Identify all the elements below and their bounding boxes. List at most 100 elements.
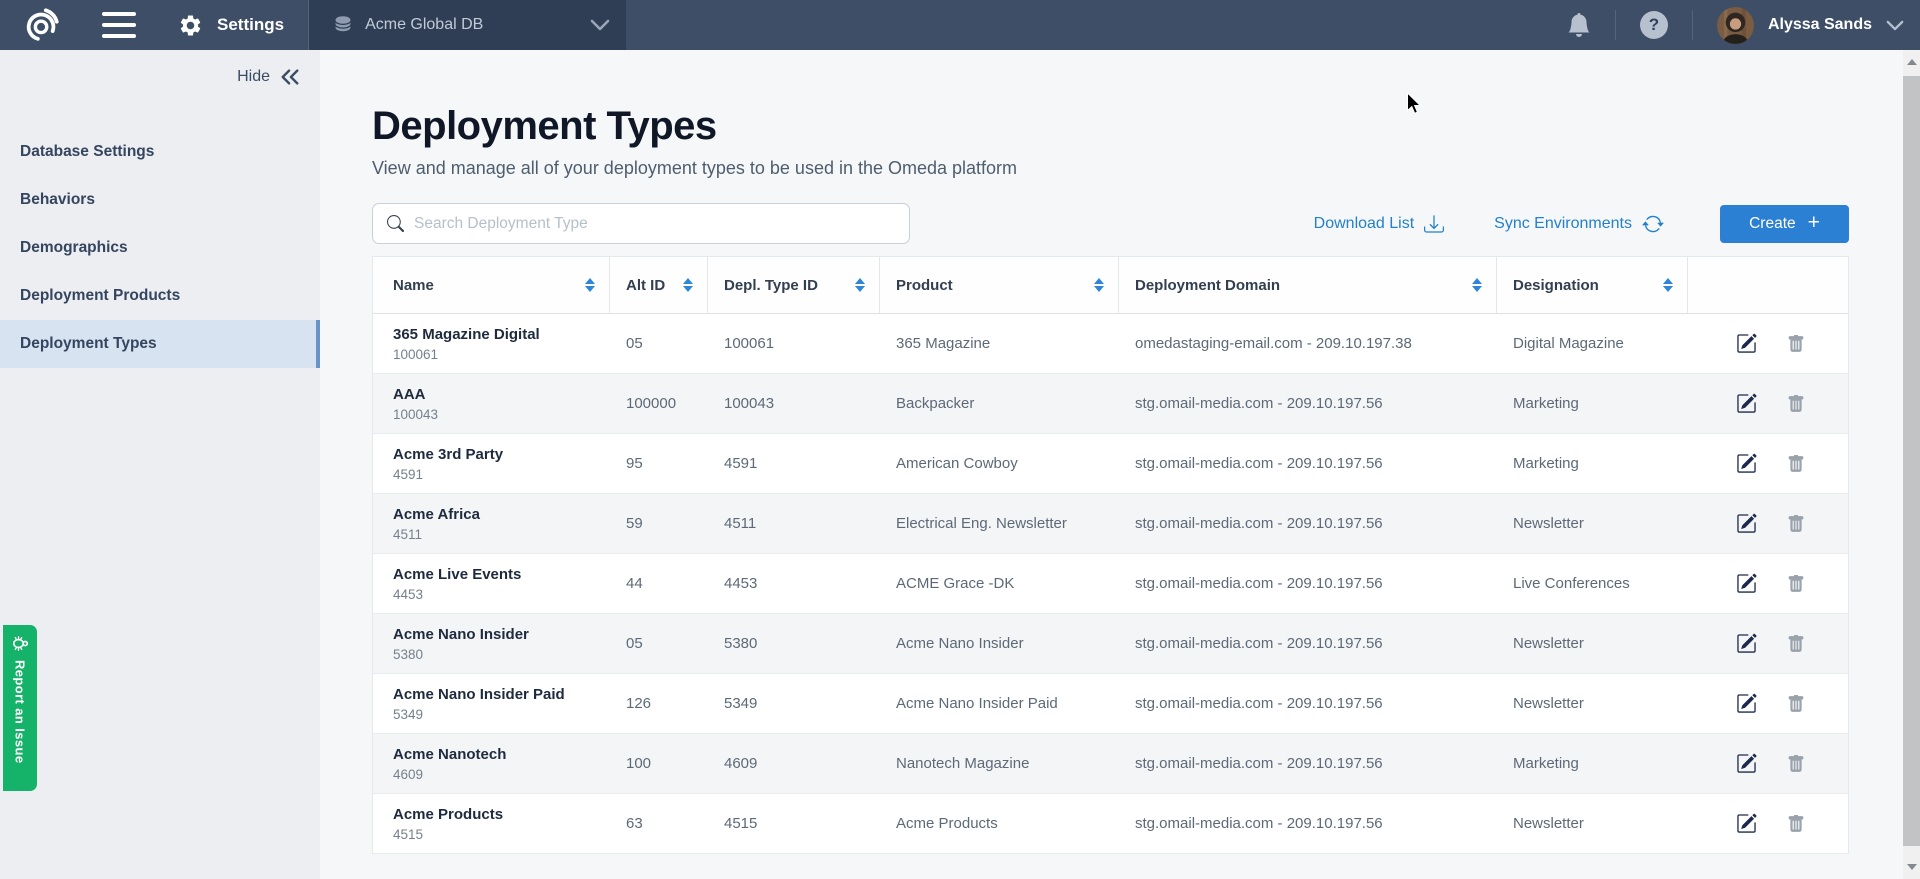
column-header-deployment-domain[interactable]: Deployment Domain (1119, 257, 1497, 313)
sidebar-item-demographics[interactable]: Demographics (0, 224, 320, 272)
user-menu-chevron-down-icon[interactable] (1886, 20, 1904, 31)
sidebar-item-deployment-products[interactable]: Deployment Products (0, 272, 320, 320)
alt-id-cell: 100 (626, 755, 652, 772)
column-header-label: Deployment Domain (1135, 276, 1281, 294)
delete-button[interactable] (1787, 814, 1805, 834)
edit-pencil-icon (1736, 393, 1757, 413)
scroll-down-button[interactable] (1903, 855, 1920, 879)
search-input[interactable] (414, 214, 909, 233)
create-button[interactable]: Create + (1720, 204, 1849, 243)
deployment-domain-cell: omedastaging-email.com - 209.10.197.38 (1135, 335, 1412, 352)
depl-type-id-cell: 5349 (724, 695, 758, 712)
table-row[interactable]: Acme 3rd Party 4591 95 4591 American Cow… (373, 434, 1848, 494)
edit-pencil-icon (1736, 573, 1757, 593)
row-actions-cell (1688, 794, 1848, 853)
edit-button[interactable] (1736, 393, 1757, 414)
user-avatar[interactable] (1716, 6, 1754, 44)
edit-button[interactable] (1736, 753, 1757, 774)
database-selector-dropdown[interactable]: Acme Global DB (308, 0, 627, 50)
edit-button[interactable] (1736, 513, 1757, 534)
designation-cell: Newsletter (1513, 695, 1584, 712)
menu-hamburger-button[interactable] (102, 12, 136, 38)
name-cell: AAA 100043 (373, 374, 610, 433)
deployment-type-name: Acme Nano Insider (393, 625, 529, 643)
sidebar-hide-button[interactable]: Hide (237, 68, 300, 86)
edit-button[interactable] (1736, 633, 1757, 654)
delete-button[interactable] (1787, 334, 1805, 354)
delete-button[interactable] (1787, 694, 1805, 714)
deployment-type-id-sub: 4515 (393, 826, 424, 842)
scroll-up-arrow-icon (1906, 59, 1917, 65)
delete-button[interactable] (1787, 514, 1805, 534)
delete-button[interactable] (1787, 454, 1805, 474)
vertical-scrollbar[interactable] (1903, 50, 1920, 879)
trash-icon (1788, 694, 1803, 712)
user-name[interactable]: Alyssa Sands (1767, 16, 1872, 33)
designation-cell: Live Conferences (1513, 575, 1630, 592)
column-header-alt-id[interactable]: Alt ID (610, 257, 708, 313)
column-header-depl-type-id[interactable]: Depl. Type ID (708, 257, 880, 313)
plus-icon: + (1807, 211, 1820, 234)
deployment-type-name: Acme 3rd Party (393, 445, 504, 463)
designation-cell: Newsletter (1513, 515, 1584, 532)
column-header-name[interactable]: Name (373, 257, 610, 313)
designation-cell: Newsletter (1513, 815, 1584, 832)
deployment-type-id-sub: 4591 (393, 466, 424, 482)
notifications-bell-icon[interactable] (1567, 12, 1591, 38)
edit-button[interactable] (1736, 813, 1757, 834)
product-cell: Acme Nano Insider (896, 635, 1024, 652)
database-icon (335, 16, 351, 32)
name-cell: Acme Live Events 4453 (373, 554, 610, 613)
table-row[interactable]: Acme Africa 4511 59 4511 Electrical Eng.… (373, 494, 1848, 554)
sync-environments-link[interactable]: Sync Environments (1494, 213, 1664, 235)
omeda-logo[interactable] (22, 5, 62, 45)
settings-nav[interactable]: Settings (178, 13, 284, 38)
product-cell: Backpacker (896, 395, 975, 412)
toolbar: Download List Sync Environments Create + (372, 203, 1849, 244)
column-header-actions (1688, 257, 1848, 313)
table-row[interactable]: Acme Nanotech 4609 100 4609 Nanotech Mag… (373, 734, 1848, 794)
edit-button[interactable] (1736, 333, 1757, 354)
deployment-type-name: 365 Magazine Digital (393, 325, 540, 343)
table-row[interactable]: Acme Products 4515 63 4515 Acme Products… (373, 794, 1848, 854)
settings-label: Settings (217, 15, 285, 34)
column-header-designation[interactable]: Designation (1497, 257, 1688, 313)
delete-button[interactable] (1787, 634, 1805, 654)
delete-button[interactable] (1787, 574, 1805, 594)
alt-id-cell: 100000 (626, 395, 677, 412)
edit-button[interactable] (1736, 693, 1757, 714)
page-title: Deployment Types (372, 104, 717, 148)
deployment-domain-cell: stg.omail-media.com - 209.10.197.56 (1135, 455, 1383, 472)
deployment-domain-cell: stg.omail-media.com - 209.10.197.56 (1135, 815, 1383, 832)
help-glyph: ? (1648, 15, 1660, 34)
deployment-domain-cell: stg.omail-media.com - 209.10.197.56 (1135, 635, 1383, 652)
hide-label: Hide (237, 68, 270, 85)
edit-button[interactable] (1736, 453, 1757, 474)
sidebar-item-behaviors[interactable]: Behaviors (0, 176, 320, 224)
table-row[interactable]: 365 Magazine Digital 100061 05 100061 36… (373, 314, 1848, 374)
delete-button[interactable] (1787, 394, 1805, 414)
create-button-label: Create (1749, 214, 1796, 232)
name-cell: Acme Products 4515 (373, 794, 610, 853)
table-row[interactable]: Acme Nano Insider 5380 05 5380 Acme Nano… (373, 614, 1848, 674)
table-row[interactable]: Acme Live Events 4453 44 4453 ACME Grace… (373, 554, 1848, 614)
column-header-product[interactable]: Product (880, 257, 1119, 313)
edit-button[interactable] (1736, 573, 1757, 594)
product-cell: Acme Nano Insider Paid (896, 695, 1058, 712)
sidebar-item-deployment-types[interactable]: Deployment Types (0, 320, 320, 368)
delete-button[interactable] (1787, 754, 1805, 774)
scroll-up-button[interactable] (1903, 50, 1920, 74)
scrollbar-thumb[interactable] (1903, 76, 1920, 846)
sync-environments-label: Sync Environments (1494, 214, 1632, 232)
deployment-type-id-sub: 4609 (393, 766, 424, 782)
table-row[interactable]: Acme Nano Insider Paid 5349 126 5349 Acm… (373, 674, 1848, 734)
deployment-domain-cell: stg.omail-media.com - 209.10.197.56 (1135, 755, 1383, 772)
table-row[interactable]: AAA 100043 100000 100043 Backpacker stg.… (373, 374, 1848, 434)
report-issue-button[interactable]: Report an Issue (3, 625, 37, 791)
sort-icon (1094, 278, 1104, 292)
deployment-type-id-sub: 5349 (393, 706, 424, 722)
sidebar-item-database-settings[interactable]: Database Settings (0, 128, 320, 176)
help-icon[interactable]: ? (1639, 11, 1668, 39)
download-list-link[interactable]: Download List (1314, 214, 1445, 234)
column-header-label: Product (896, 276, 953, 294)
